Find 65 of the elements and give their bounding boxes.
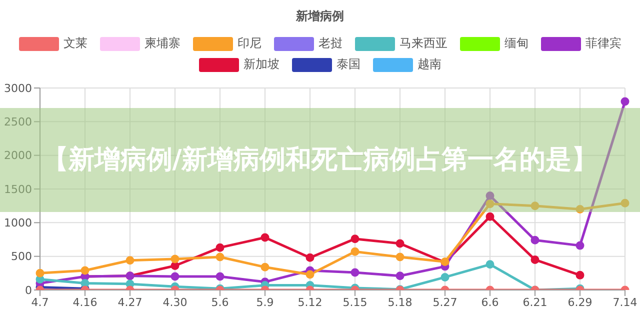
x-tick-label: 6.6 xyxy=(481,296,499,309)
y-tick-label: 2000 xyxy=(4,149,32,162)
y-tick-label: 500 xyxy=(11,250,32,264)
point xyxy=(216,272,224,281)
x-tick-label: 4.27 xyxy=(118,296,142,309)
chart-title: 新增病例 xyxy=(295,8,345,25)
x-tick-label: 6.21 xyxy=(522,296,548,309)
point xyxy=(396,239,404,248)
legend-label: 越南 xyxy=(418,57,442,72)
x-tick-label: 5.9 xyxy=(256,296,274,309)
point xyxy=(576,270,584,280)
point xyxy=(260,233,270,242)
legend-label: 柬埔寨 xyxy=(144,36,180,51)
point xyxy=(170,272,180,281)
x-tick-label: 5.6 xyxy=(211,296,229,309)
point xyxy=(260,262,270,272)
point xyxy=(306,270,314,279)
annotation: 【新增病例/新增病例和死亡病例占第一名的是】 xyxy=(42,144,598,177)
point xyxy=(396,272,404,280)
point xyxy=(396,252,404,262)
y-tick-label: 0 xyxy=(25,284,32,297)
x-tick-label: 6.29 xyxy=(568,296,592,309)
x-tick-label: 4.16 xyxy=(72,296,98,309)
point xyxy=(216,243,224,252)
legend-label: 马来西亚 xyxy=(400,36,448,51)
legend-label: 缅甸 xyxy=(504,36,528,51)
y-tick-label: 1500 xyxy=(4,182,32,196)
x-tick-label: 5.27 xyxy=(432,296,458,309)
x-tick-label: 4.7 xyxy=(31,296,49,309)
x-tick-label: 7.14 xyxy=(612,296,638,309)
point xyxy=(170,262,180,270)
point xyxy=(486,191,494,200)
point xyxy=(36,268,44,278)
point xyxy=(576,204,584,214)
point xyxy=(620,97,630,106)
legend-label: 印尼 xyxy=(238,36,262,51)
legend-label: 新加坡 xyxy=(244,57,280,72)
legend-label: 文莱 xyxy=(64,36,88,51)
point xyxy=(350,268,360,277)
point xyxy=(576,241,584,250)
legend-label: 菲律宾 xyxy=(586,36,622,51)
point xyxy=(80,266,90,275)
point xyxy=(530,202,540,210)
point xyxy=(486,260,494,269)
point xyxy=(306,253,314,262)
x-tick-label: 5.12 xyxy=(298,296,322,309)
x-tick-label: 4.30 xyxy=(162,296,188,309)
point xyxy=(350,234,360,244)
x-tick-label: 5.18 xyxy=(388,296,412,309)
x-tick-label: 5.15 xyxy=(342,296,368,309)
point xyxy=(126,256,134,265)
point xyxy=(486,212,494,221)
point xyxy=(530,236,540,244)
y-tick-label: 1000 xyxy=(4,216,32,230)
point xyxy=(350,247,360,256)
y-tick-label: 2500 xyxy=(4,116,32,129)
point xyxy=(530,255,540,264)
y-tick-label: 3000 xyxy=(4,82,32,95)
legend-label: 泰国 xyxy=(336,57,360,72)
legend-label: 老挝 xyxy=(318,36,342,51)
point xyxy=(440,272,450,282)
point xyxy=(216,252,224,262)
point xyxy=(170,254,180,264)
point xyxy=(486,200,494,208)
point xyxy=(620,198,630,208)
